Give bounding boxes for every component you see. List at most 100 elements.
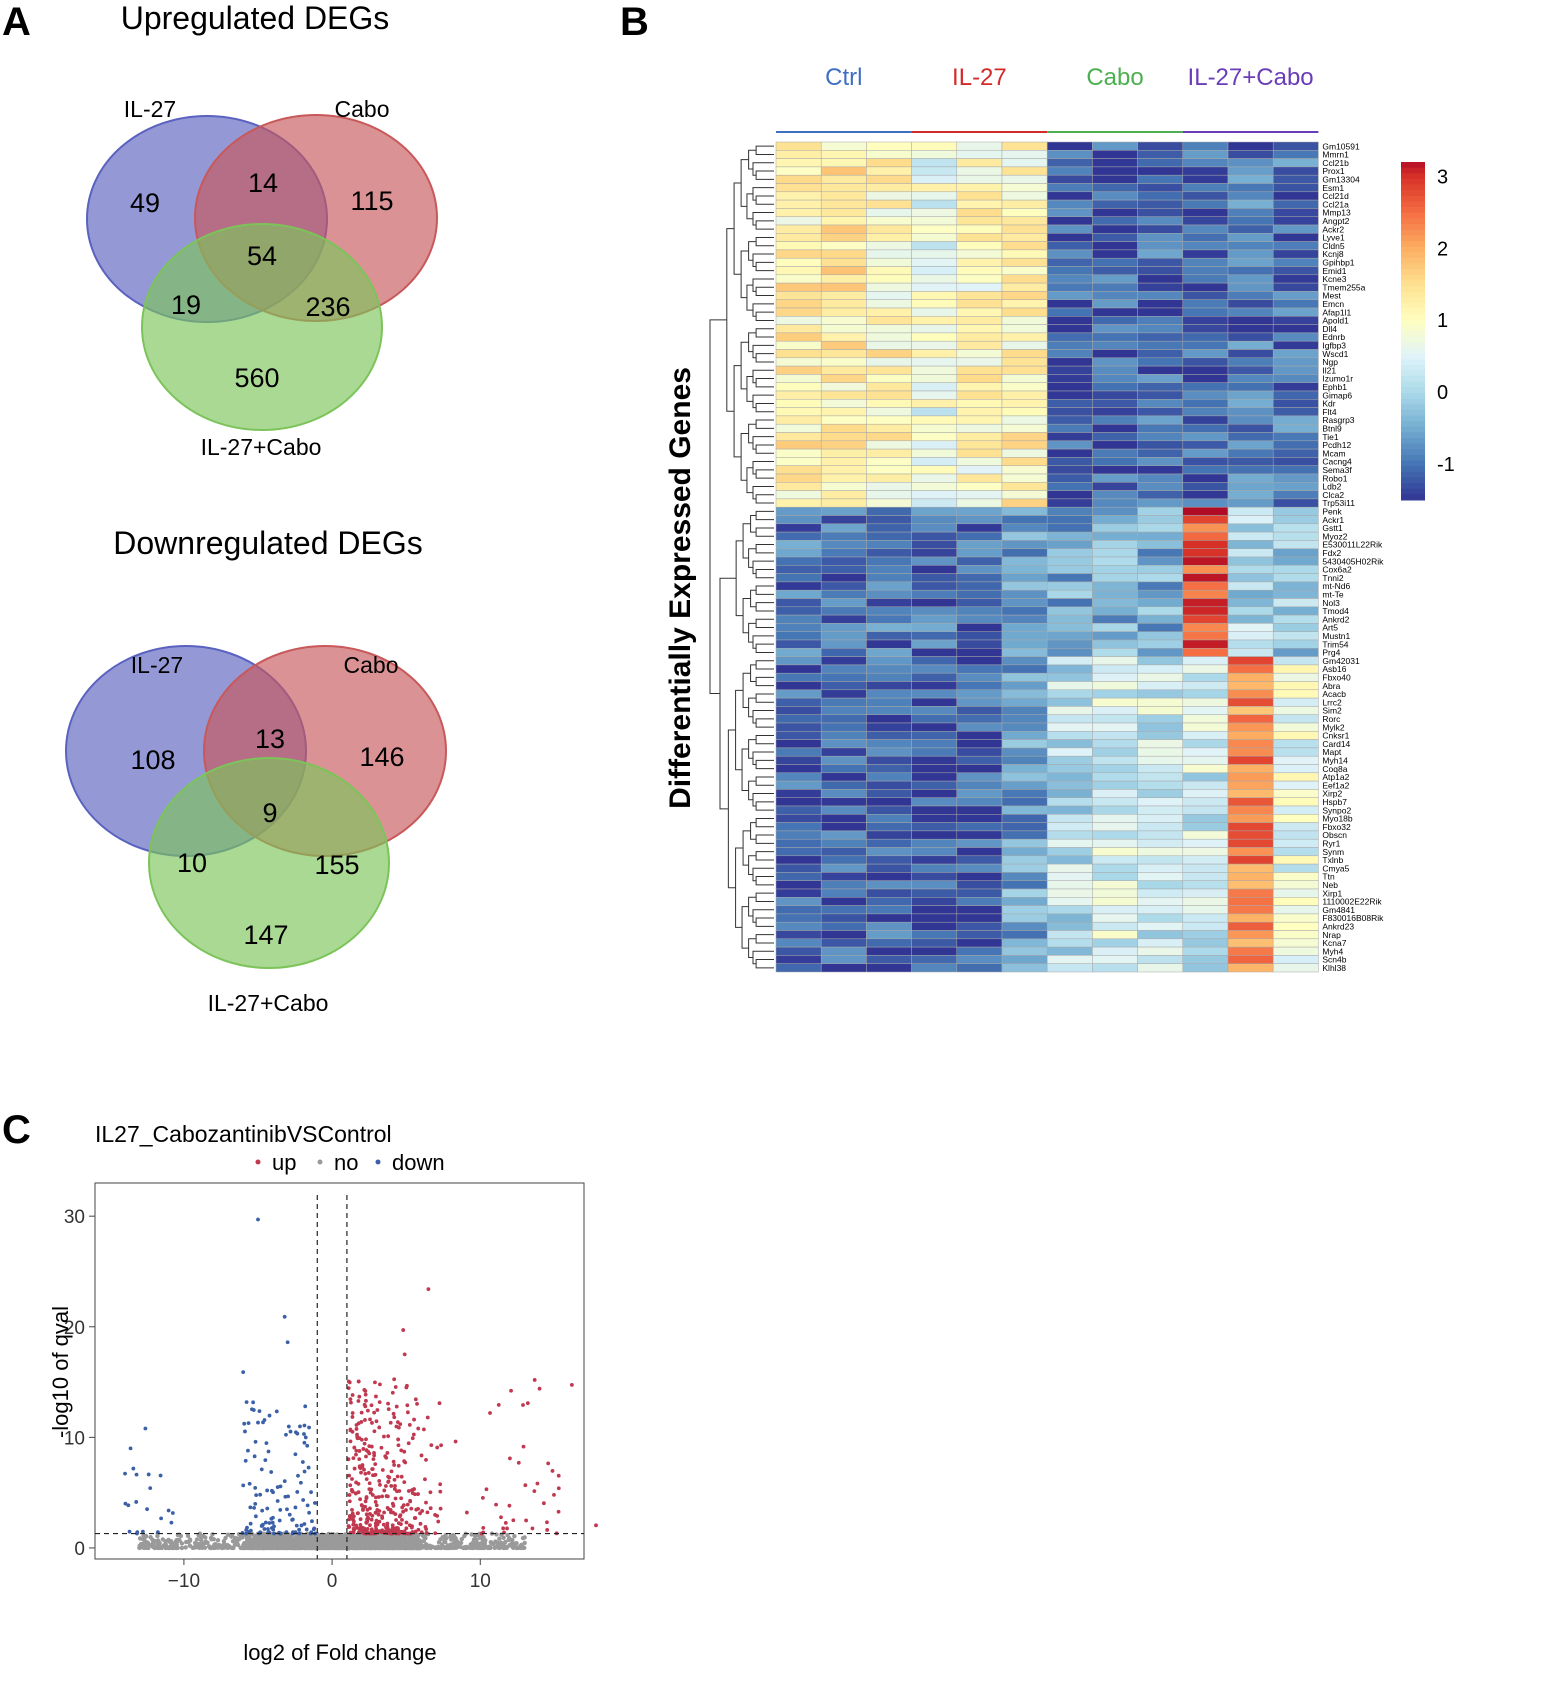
heatmap-cell [1092,299,1138,309]
heatmap-cell [1046,548,1093,558]
volcano-point-up [349,1487,354,1492]
x-tick-label: −10 [168,1571,200,1592]
heatmap-cell [1137,349,1184,359]
volcano-point-no [175,1545,180,1551]
heatmap-cell [1092,365,1138,375]
heatmap-cell [911,523,958,533]
heatmap-cell [820,664,867,674]
heatmap-gene-label: Myoz2 [1322,531,1347,541]
heatmap-gene-label: Scn4b [1322,955,1346,965]
heatmap-cell [956,473,1003,483]
volcano-point-up [374,1518,379,1523]
heatmap-cell [820,888,867,898]
volcano-point-down [134,1500,139,1504]
volcano-point-down [248,1521,253,1526]
heatmap-cell [956,822,1003,832]
heatmap-cell [775,847,822,857]
volcano-point-up [428,1490,433,1495]
heatmap-cell [1137,805,1184,815]
heatmap-cell [1092,623,1138,632]
heatmap-cell [1137,316,1184,325]
heatmap-cell [1227,664,1274,674]
heatmap-cell [1001,706,1048,715]
heatmap-cell [1182,656,1229,666]
volcano-point-no [363,1535,368,1541]
heatmap-cell [911,282,958,292]
dendrogram-branch [755,693,774,703]
heatmap-cell [1182,706,1229,715]
heatmap-cell [1046,166,1093,176]
heatmap-cell [1182,191,1229,201]
volcano-point-up [363,1471,368,1476]
heatmap-gene-label: Nol3 [1322,598,1340,608]
colorbar-segment [1401,381,1425,388]
heatmap-cell [956,174,1003,184]
colorbar-segment [1401,342,1425,349]
colorbar-segment [1401,471,1425,478]
heatmap-cell [1182,789,1229,798]
volcano-point-up [397,1489,402,1493]
heatmap-cell [820,822,867,832]
volcano-point-up [361,1447,366,1451]
heatmap-cell [1137,482,1184,491]
heatmap-cell [820,905,867,915]
heatmap-cell [1092,382,1138,392]
heatmap-cell [775,573,822,583]
heatmap-cell [820,681,867,691]
heatmap-cell [911,614,958,624]
heatmap-cell [1001,340,1048,350]
volcano-point-down [288,1429,293,1434]
venn-up-count-cabo-only: 115 [350,186,393,216]
colorbar-segment [1401,263,1425,270]
heatmap-cell [1046,390,1093,400]
volcano-point-no [274,1545,279,1550]
heatmap-cell [956,863,1003,873]
volcano-point-up [424,1530,429,1535]
heatmap-cell [1227,349,1274,359]
volcano-point-no [187,1543,193,1548]
heatmap-cell [1272,755,1319,765]
heatmap-gene-label: E530011L22Rik [1322,540,1383,550]
heatmap-cell [1137,789,1184,798]
heatmap-cell [1182,822,1229,832]
heatmap-cell [1046,307,1093,317]
heatmap-cell [1137,473,1184,483]
heatmap-cell [820,565,867,574]
volcano-point-up [408,1498,413,1503]
heatmap-gene-label: Myh4 [1322,946,1343,956]
heatmap-cell [866,473,912,483]
heatmap-cell [956,739,1003,749]
volcano-point-up [552,1492,556,1497]
heatmap-cell [956,506,1003,516]
heatmap-cell [1182,863,1229,873]
heatmap-cell [1272,465,1319,475]
colorbar-segment [1401,173,1425,180]
volcano-point-no [179,1545,185,1551]
heatmap-cell [1182,772,1229,782]
volcano-point-up [569,1383,574,1387]
heatmap-cell [820,307,867,317]
dendrogram-branch [755,220,774,230]
heatmap-cell [1182,374,1229,383]
volcano-point-no [401,1541,407,1546]
heatmap-cell [1182,365,1229,375]
volcano-point-up [347,1517,351,1522]
heatmap-cell [1092,440,1138,450]
dendrogram-branch [755,734,774,745]
volcano-point-down [282,1314,287,1319]
heatmap-cell [1001,755,1048,765]
heatmap-cell [1001,399,1048,408]
heatmap-cell [1272,423,1319,433]
heatmap-cell [1001,946,1048,956]
heatmap-gene-label: F830016B08Rik [1322,913,1384,923]
volcano-point-no [344,1534,349,1540]
volcano-point-no [210,1532,215,1537]
volcano-point-down [269,1488,274,1493]
heatmap-cell [1137,432,1184,442]
volcano-point-down [246,1448,250,1453]
heatmap-cell [911,905,958,915]
volcano-point-up [393,1512,398,1517]
colorbar-segment [1401,392,1425,400]
heatmap-cell [1001,664,1048,674]
heatmap-cell [911,946,958,956]
